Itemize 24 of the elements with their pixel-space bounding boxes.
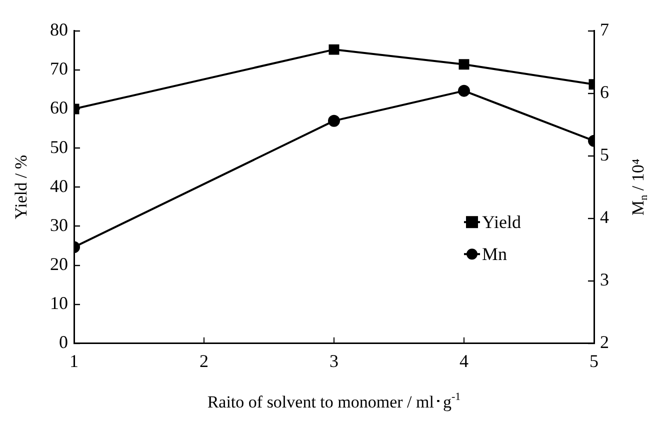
y-tick-label: 70 [50,58,68,79]
y2-tick-label: 6 [600,82,609,102]
y2-axis-title: Mn / 10⁴ [628,158,650,216]
y-tick-label: 40 [50,176,68,196]
y-tick-label: 80 [50,20,68,40]
y2-tick-label: 4 [600,207,609,228]
y-tick-label: 60 [50,98,68,118]
y-axis-title: Yield / % [11,154,30,220]
y-tick-label: 50 [50,136,68,157]
x-tick-label: 4 [460,350,468,371]
y-tick-label: 0 [59,332,68,352]
y-tick-label: 10 [50,293,68,314]
x-tick-label: 1 [70,350,78,371]
x-tick-label: 5 [590,350,598,371]
y2-tick-label: 5 [600,144,609,165]
y-tick-label: 30 [50,214,68,235]
y2-tick-label: 2 [600,332,609,352]
x-tick-label: 3 [330,350,338,371]
legend-label: Mn [482,244,508,264]
legend-label: Yield [482,212,521,232]
y2-tick-label: 3 [600,270,609,290]
y-tick-label: 20 [50,254,68,274]
y2-tick-label: 7 [600,20,609,40]
x-tick-label: 2 [200,350,208,371]
